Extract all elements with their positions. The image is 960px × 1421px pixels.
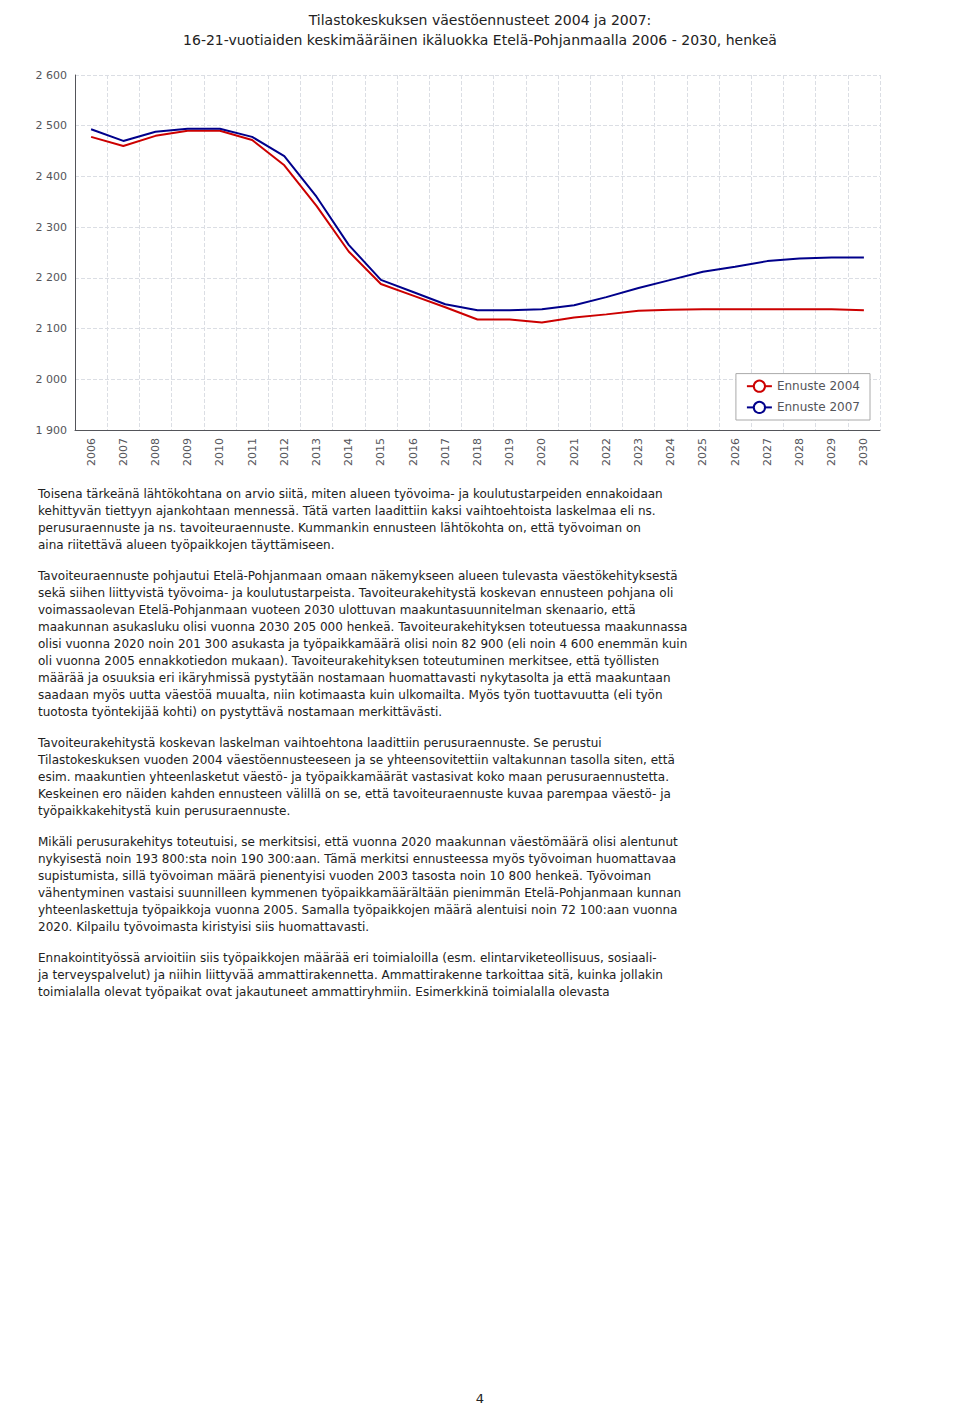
svg-text:määrää ja osuuksia eri ikäryhm: määrää ja osuuksia eri ikäryhmissä pysty… bbox=[38, 671, 671, 685]
svg-text:2017: 2017 bbox=[439, 438, 452, 466]
svg-text:2008: 2008 bbox=[149, 438, 162, 466]
svg-text:ja terveyspalvelut) ja niihin: ja terveyspalvelut) ja niihin liittyvää … bbox=[37, 968, 663, 982]
svg-text:Ennakointityössä arvioitiin si: Ennakointityössä arvioitiin siis työpaik… bbox=[38, 951, 657, 965]
svg-text:2 200: 2 200 bbox=[36, 271, 68, 284]
svg-text:supistumista, sillä työvoiman: supistumista, sillä työvoiman määrä pien… bbox=[38, 869, 651, 883]
svg-text:2 500: 2 500 bbox=[36, 119, 68, 132]
svg-text:2014: 2014 bbox=[342, 438, 355, 466]
svg-text:aina riitettävä alueen työpaik: aina riitettävä alueen työpaikkojen täyt… bbox=[38, 538, 334, 552]
svg-text:16-21-vuotiaiden keskimääräine: 16-21-vuotiaiden keskimääräinen ikäluokk… bbox=[183, 32, 777, 48]
svg-text:Tilastokeskuksen vuoden 2004 v: Tilastokeskuksen vuoden 2004 väestöennus… bbox=[37, 753, 675, 767]
svg-text:2 300: 2 300 bbox=[36, 221, 68, 234]
svg-text:toimialalla olevat työpaikat o: toimialalla olevat työpaikat ovat jakaut… bbox=[38, 985, 610, 999]
svg-text:2018: 2018 bbox=[471, 438, 484, 466]
svg-text:maakunnan asukasluku olisi vuo: maakunnan asukasluku olisi vuonna 2030 2… bbox=[38, 620, 687, 634]
svg-text:Keskeinen ero näiden kahden en: Keskeinen ero näiden kahden ennusteen vä… bbox=[38, 787, 671, 801]
svg-text:2006: 2006 bbox=[85, 438, 98, 466]
svg-text:perusuraennuste ja ns. tavoite: perusuraennuste ja ns. tavoiteuraennuste… bbox=[38, 521, 641, 535]
svg-text:2021: 2021 bbox=[568, 438, 581, 466]
svg-text:2011: 2011 bbox=[246, 438, 259, 466]
svg-text:olisi vuonna 2020 noin 201 300: olisi vuonna 2020 noin 201 300 asukasta … bbox=[38, 637, 687, 651]
svg-text:2027: 2027 bbox=[761, 438, 774, 466]
svg-text:2028: 2028 bbox=[793, 438, 806, 466]
svg-text:nykyisestä noin 193 800:sta no: nykyisestä noin 193 800:sta noin 190 300… bbox=[38, 852, 676, 866]
svg-text:sekä siihen liittyvistä työvoi: sekä siihen liittyvistä työvoima- ja kou… bbox=[38, 586, 673, 600]
svg-text:Mikäli perusurakehitys toteutu: Mikäli perusurakehitys toteutuisi, se me… bbox=[38, 835, 678, 849]
svg-text:oli vuonna 2005 ennakkotiedon: oli vuonna 2005 ennakkotiedon mukaan). T… bbox=[38, 654, 659, 668]
svg-text:2022: 2022 bbox=[600, 438, 613, 466]
svg-text:4: 4 bbox=[476, 1391, 484, 1406]
svg-text:Tilastokeskuksen väestöennuste: Tilastokeskuksen väestöennusteet 2004 ja… bbox=[308, 12, 652, 28]
svg-text:2029: 2029 bbox=[825, 438, 838, 466]
svg-text:1 900: 1 900 bbox=[36, 424, 68, 437]
svg-text:2 000: 2 000 bbox=[36, 373, 68, 386]
svg-text:2019: 2019 bbox=[503, 438, 516, 466]
svg-text:saadaan myös uutta väestöä muu: saadaan myös uutta väestöä muualta, niin… bbox=[38, 688, 663, 702]
svg-text:yhteenlaskettuja työpaikkoja v: yhteenlaskettuja työpaikkoja vuonna 2005… bbox=[38, 903, 677, 917]
svg-text:Toisena tärkeänä lähtökohtana: Toisena tärkeänä lähtökohtana on arvio s… bbox=[37, 487, 663, 501]
svg-text:2016: 2016 bbox=[407, 438, 420, 466]
svg-text:Ennuste 2007: Ennuste 2007 bbox=[777, 400, 860, 414]
svg-text:2009: 2009 bbox=[181, 438, 194, 466]
svg-text:vähentyminen vastaisi suunnill: vähentyminen vastaisi suunnilleen kymmen… bbox=[38, 886, 681, 900]
svg-text:2012: 2012 bbox=[278, 438, 291, 466]
svg-text:työpaikkakehitystä kuin perusu: työpaikkakehitystä kuin perusuraennuste. bbox=[38, 804, 290, 818]
svg-text:tuotosta työntekijää kohti) on: tuotosta työntekijää kohti) on pystyttäv… bbox=[38, 705, 442, 719]
svg-text:2026: 2026 bbox=[729, 438, 742, 466]
svg-text:Tavoiteuraennuste pohjautui Et: Tavoiteuraennuste pohjautui Etelä-Pohjan… bbox=[37, 569, 678, 583]
svg-text:2023: 2023 bbox=[632, 438, 645, 466]
svg-text:2013: 2013 bbox=[310, 438, 323, 466]
svg-text:2007: 2007 bbox=[117, 438, 130, 466]
svg-text:2 600: 2 600 bbox=[36, 69, 68, 82]
svg-text:2024: 2024 bbox=[664, 438, 677, 466]
svg-text:2010: 2010 bbox=[213, 438, 226, 466]
svg-text:Ennuste 2004: Ennuste 2004 bbox=[777, 379, 860, 393]
svg-text:Tavoiteurakehitystä koskevan l: Tavoiteurakehitystä koskevan laskelman v… bbox=[37, 736, 602, 750]
svg-text:2025: 2025 bbox=[696, 438, 709, 466]
svg-text:voimassaolevan Etelä-Pohjanmaa: voimassaolevan Etelä-Pohjanmaan vuoteen … bbox=[38, 603, 636, 617]
svg-text:2 400: 2 400 bbox=[36, 170, 68, 183]
svg-text:esim. maakuntien yhteenlasketu: esim. maakuntien yhteenlasketut väestö- … bbox=[38, 770, 669, 784]
svg-text:2020: 2020 bbox=[535, 438, 548, 466]
svg-text:2015: 2015 bbox=[374, 438, 387, 466]
svg-text:kehittyvän tiettyyn ajankohtaa: kehittyvän tiettyyn ajankohtaan mennessä… bbox=[38, 504, 656, 518]
svg-text:2030: 2030 bbox=[857, 438, 870, 466]
svg-text:2020. Kilpailu työvoimasta kir: 2020. Kilpailu työvoimasta kiristyisi si… bbox=[38, 920, 369, 934]
svg-text:2 100: 2 100 bbox=[36, 322, 68, 335]
